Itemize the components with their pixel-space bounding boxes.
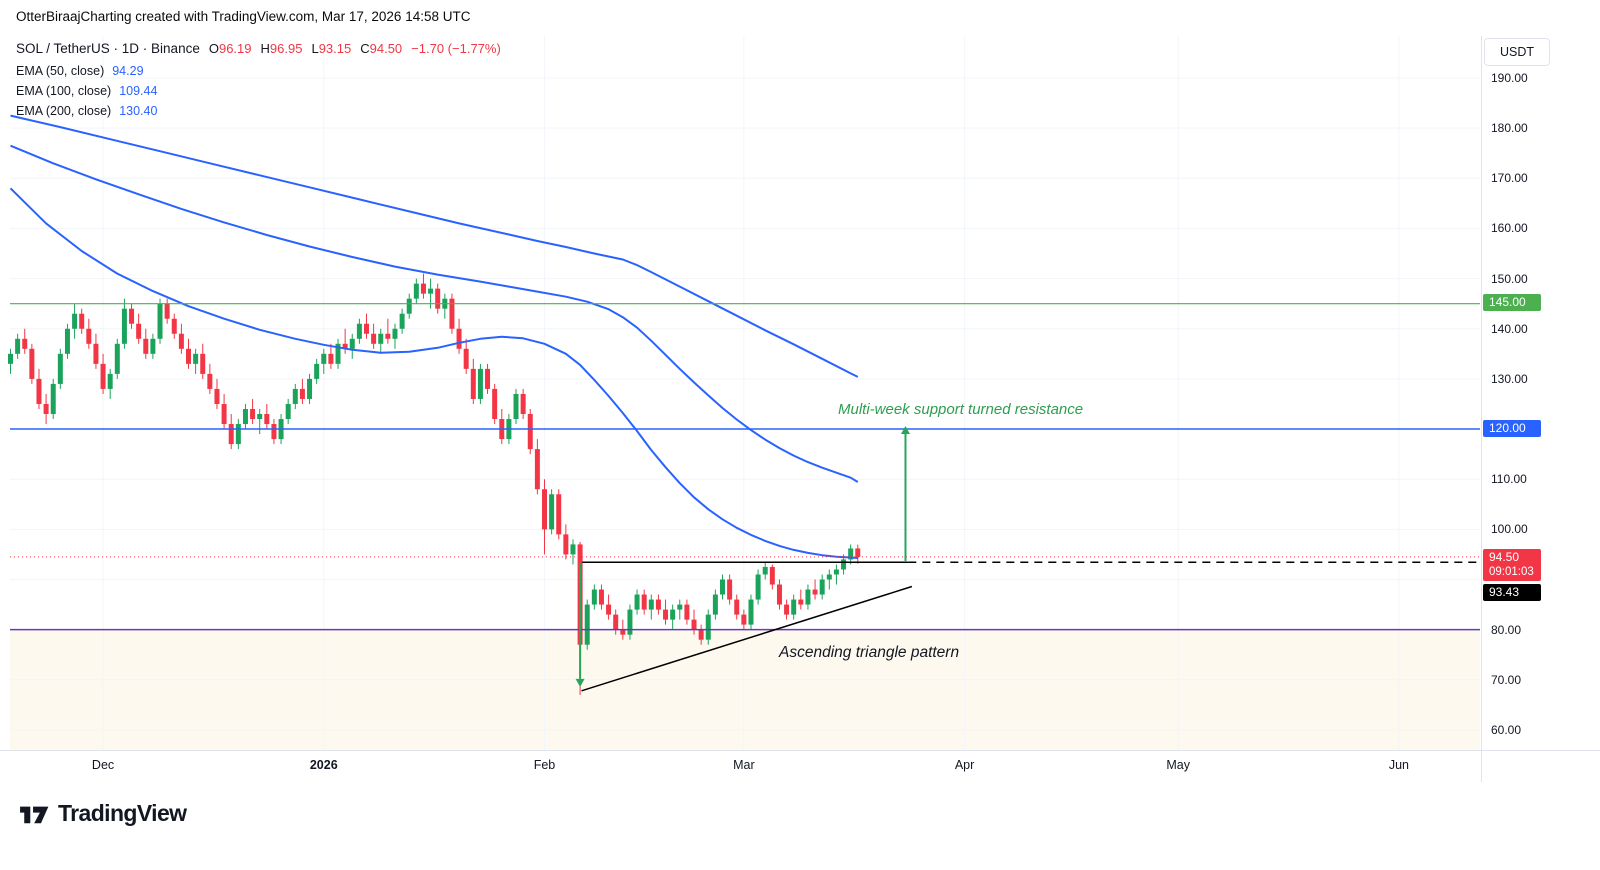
price-tick-110.00: 110.00: [1491, 472, 1527, 487]
price-tick-80.00: 80.00: [1491, 622, 1522, 637]
price-scale-currency-button[interactable]: USDT: [1484, 38, 1550, 66]
time-label-Mar: Mar: [733, 758, 755, 772]
level-badge-120: 120.00: [1483, 419, 1541, 437]
tradingview-wordmark: TradingView: [58, 800, 187, 826]
ema200-value: 130.40: [119, 104, 158, 118]
open-label: O: [208, 41, 219, 56]
tradingview-logo: TradingView: [18, 800, 187, 827]
high-value: 96.95: [269, 41, 303, 56]
close-value: 94.50: [369, 41, 403, 56]
price-tick-190.00: 190.00: [1491, 71, 1528, 85]
price-tick-60.00: 60.00: [1491, 722, 1522, 737]
time-axis-separator: [0, 750, 1600, 751]
attribution-text: OtterBiraajCharting created with Trading…: [16, 9, 471, 24]
ohlc-values: O96.19 H96.95 L93.15 C94.50: [200, 40, 402, 57]
chart-legend: SOL / TetherUS · 1D · Binance O96.19 H96.9…: [16, 40, 501, 118]
ema-200-line[interactable]: [10, 114, 859, 378]
current-price-badge: 94.50 09:01:03: [1483, 548, 1541, 581]
below-80-zone: [10, 629, 1480, 750]
price-tick-160.00: 160.00: [1491, 221, 1528, 236]
indicator-row-ema50[interactable]: EMA (50, close) 94.29: [16, 64, 501, 78]
low-label: L: [311, 41, 319, 56]
change-value: −1.70 (−1.77%): [411, 41, 501, 56]
ascending-trendline[interactable]: [581, 585, 913, 692]
ema100-value: 109.44: [119, 84, 158, 98]
time-label-Apr: Apr: [954, 758, 975, 772]
annotation-triangle-text[interactable]: Ascending triangle pattern: [779, 644, 960, 661]
ema50-label: EMA (50, close): [16, 64, 105, 78]
price-axis[interactable]: 190.00 180.00 170.00 160.00 150.00 140.00 130.…: [1482, 36, 1600, 750]
price-tick-150.00: 150.00: [1491, 271, 1528, 286]
time-label-Dec: Dec: [91, 758, 115, 772]
time-label-Feb: Feb: [533, 758, 556, 772]
time-label-Jun: Jun: [1388, 758, 1409, 772]
price-tick-140.00: 140.00: [1491, 321, 1528, 336]
ema50-value: 94.29: [112, 64, 144, 78]
tradingview-logo-icon: [20, 806, 49, 823]
candlestick-series[interactable]: [8, 273, 861, 695]
high-label: H: [260, 41, 270, 56]
close-label: C: [360, 41, 370, 56]
time-axis[interactable]: Dec 2026 Feb Mar Apr May Jun: [0, 752, 1480, 780]
symbol-title[interactable]: SOL / TetherUS · 1D · Binance: [16, 41, 200, 56]
low-value: 93.15: [318, 41, 352, 56]
capitulation-low-arrow[interactable]: [575, 563, 585, 687]
price-axis-separator: [1481, 36, 1482, 782]
annotation-resistance-text[interactable]: Multi-week support turned resistance: [838, 401, 1084, 418]
ema-50-line[interactable]: [9, 187, 858, 559]
level-badge-9343: 93.43: [1483, 583, 1541, 601]
symbol-info-row[interactable]: SOL / TetherUS · 1D · Binance O96.19 H96.9…: [16, 40, 501, 58]
ema-100-line[interactable]: [10, 144, 859, 483]
level-badge-145: 145.00: [1483, 294, 1541, 312]
price-tick-170.00: 170.00: [1491, 171, 1528, 186]
price-tick-180.00: 180.00: [1491, 121, 1528, 136]
gridlines: [10, 36, 1480, 750]
price-tick-100.00: 100.00: [1491, 522, 1528, 537]
open-value: 96.19: [218, 41, 252, 56]
price-tick-70.00: 70.00: [1491, 672, 1522, 687]
indicator-row-ema100[interactable]: EMA (100, close) 109.44: [16, 84, 501, 98]
ema200-label: EMA (200, close): [16, 104, 112, 118]
breakout-target-arrow[interactable]: [900, 426, 910, 561]
indicator-row-ema200[interactable]: EMA (200, close) 130.40: [16, 104, 501, 118]
price-tick-130.00: 130.00: [1491, 371, 1528, 386]
ema100-label: EMA (100, close): [16, 84, 112, 98]
time-label-2026: 2026: [309, 758, 338, 772]
time-label-May: May: [1166, 758, 1190, 772]
